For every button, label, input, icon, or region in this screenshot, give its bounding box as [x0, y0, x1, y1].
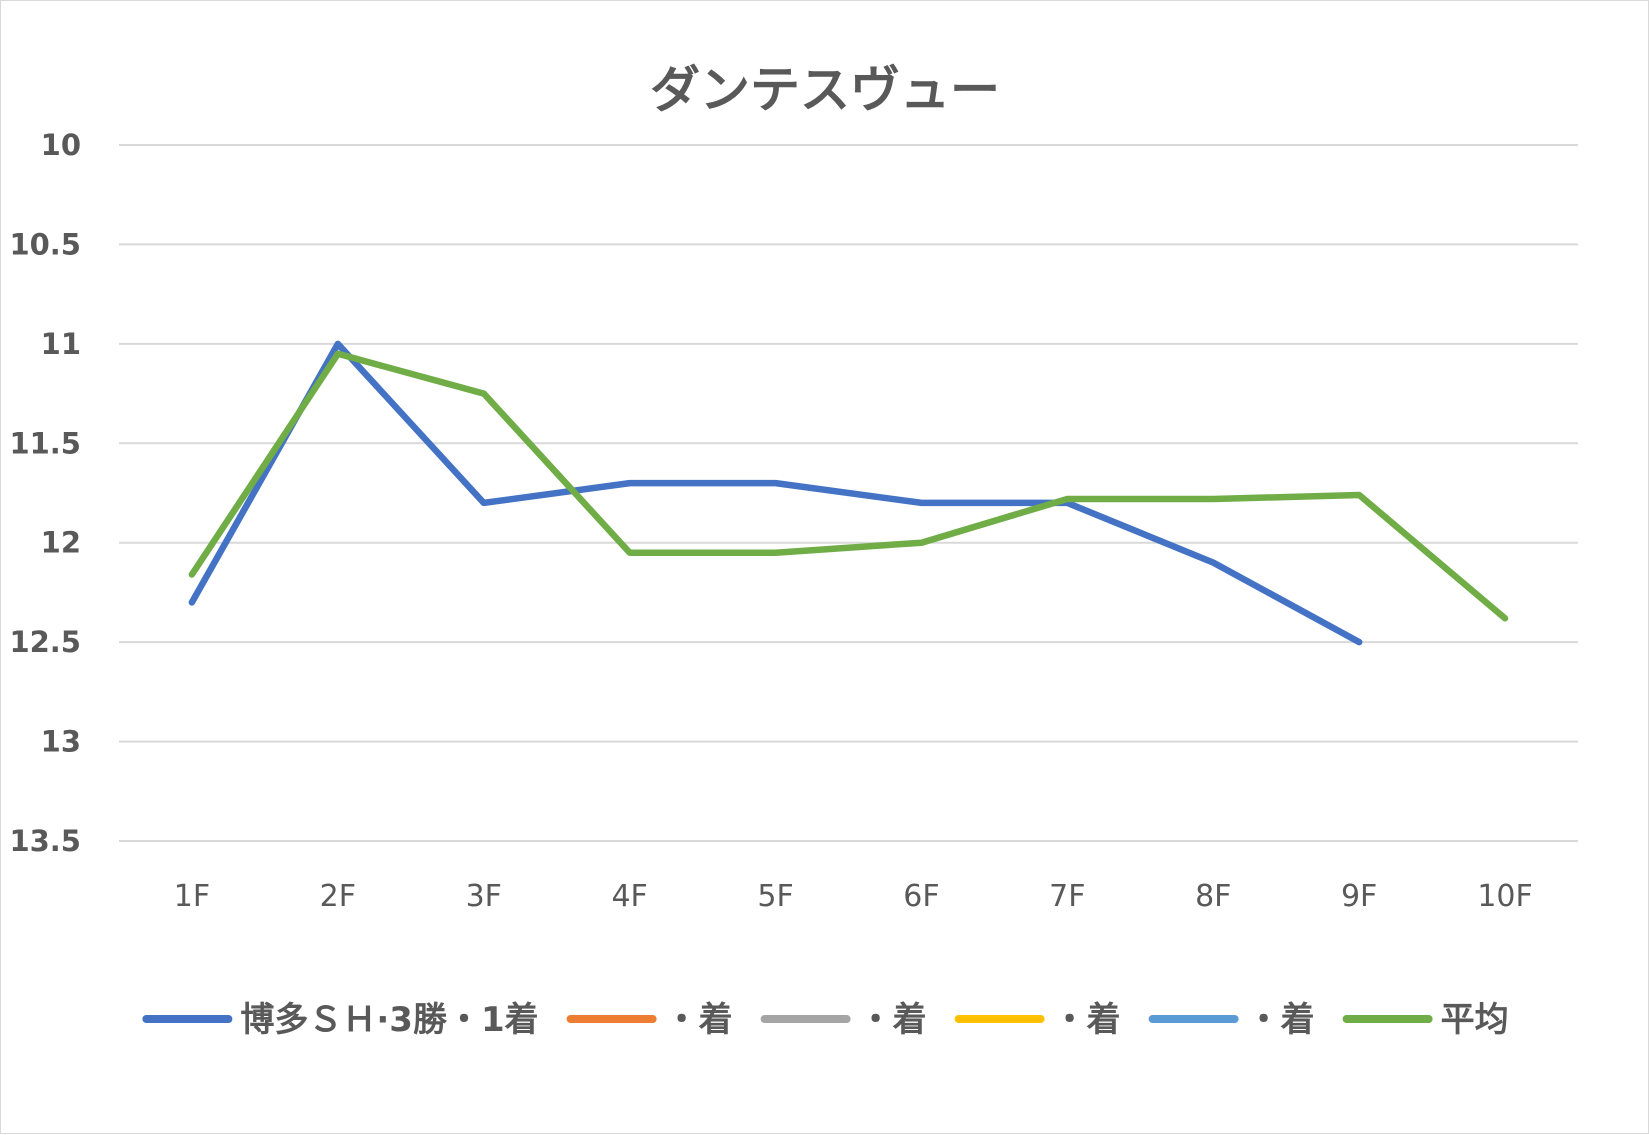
x-axis-tick-labels: 1F 2F 3F 4F 5F 6F 7F 8F 9F 10F [174, 879, 1533, 914]
x-tick-label: 1F [174, 879, 210, 914]
chart-title: ダンテスヴュー [650, 61, 1000, 119]
legend[interactable]: 博多ＳＨ·3勝・1着 ・着 ・着 ・着 ・着 平均 [142, 1000, 1509, 1040]
gridlines [119, 144, 1578, 842]
series-line [188, 350, 1509, 622]
series-line [188, 340, 1363, 646]
x-tick-label: 9F [1341, 879, 1377, 914]
legend-item[interactable]: ・着 [1148, 1000, 1315, 1040]
y-tick-label: 12.5 [9, 625, 81, 659]
y-tick-label: 12 [41, 526, 81, 560]
legend-label: ・着 [859, 1000, 927, 1040]
x-tick-label: 6F [903, 879, 939, 914]
series-lines [188, 340, 1509, 646]
x-tick-label: 3F [466, 879, 502, 914]
x-tick-label: 5F [757, 879, 793, 914]
x-tick-label: 7F [1049, 879, 1085, 914]
y-tick-label: 11.5 [9, 426, 81, 460]
legend-item[interactable]: 平均 [1342, 1000, 1509, 1040]
legend-item[interactable]: ・着 [954, 1000, 1121, 1040]
y-axis-tick-labels: 10 10.5 11 11.5 12 12.5 13 13.5 [9, 128, 81, 858]
legend-item[interactable]: 博多ＳＨ·3勝・1着 [142, 1000, 539, 1040]
legend-label: ・着 [665, 1000, 733, 1040]
x-tick-label: 10F [1477, 879, 1532, 914]
y-tick-label: 10.5 [9, 227, 81, 261]
y-tick-label: 11 [41, 327, 81, 361]
legend-label: ・着 [1053, 1000, 1121, 1040]
x-tick-label: 2F [320, 879, 356, 914]
legend-item[interactable]: ・着 [566, 1000, 733, 1040]
y-tick-label: 13 [41, 725, 81, 759]
y-tick-label: 13.5 [9, 824, 81, 858]
x-tick-label: 4F [611, 879, 647, 914]
legend-label: ・着 [1247, 1000, 1315, 1040]
legend-item[interactable]: ・着 [760, 1000, 927, 1040]
legend-label: 博多ＳＨ·3勝・1着 [240, 1000, 538, 1040]
legend-label: 平均 [1441, 1000, 1509, 1040]
y-tick-label: 10 [41, 128, 81, 162]
x-tick-label: 8F [1195, 879, 1231, 914]
